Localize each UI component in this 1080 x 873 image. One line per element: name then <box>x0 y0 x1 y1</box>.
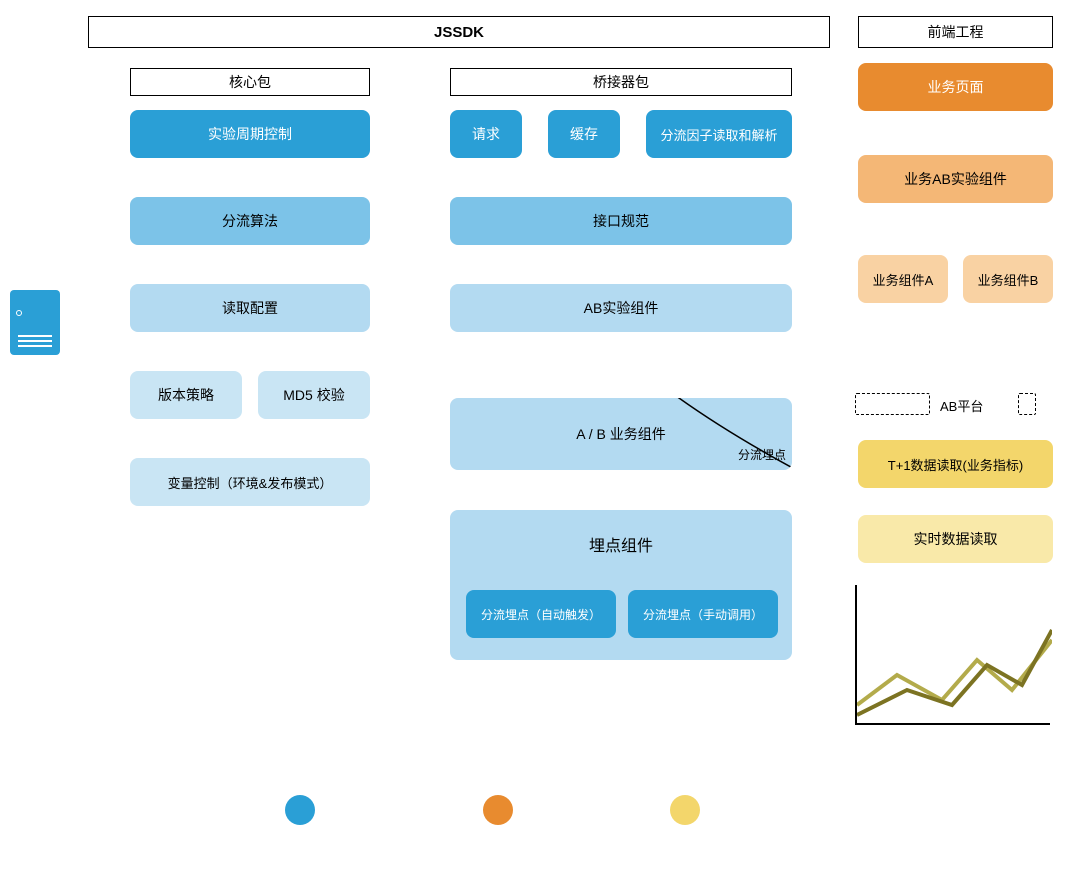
bridge-tracking-manual-label: 分流埋点（手动调用） <box>643 606 763 623</box>
bridge-tracking-auto-label: 分流埋点（自动触发） <box>481 606 601 623</box>
core-md5-check-label: MD5 校验 <box>283 385 344 405</box>
legend-dot-orange <box>483 795 513 825</box>
bridge-tracking-component-label: 埋点组件 <box>589 532 653 556</box>
legend-dot-yellow <box>670 795 700 825</box>
jssdk-header: JSSDK <box>88 16 830 48</box>
bridge-subheader: 桥接器包 <box>450 68 792 96</box>
core-exp-cycle: 实验周期控制 <box>130 110 370 158</box>
core-md5-check: MD5 校验 <box>258 371 370 419</box>
bridge-cache: 缓存 <box>548 110 620 158</box>
core-version-strategy: 版本策略 <box>130 371 242 419</box>
core-flow-algo: 分流算法 <box>130 197 370 245</box>
bridge-subheader-label: 桥接器包 <box>593 72 649 92</box>
core-exp-cycle-label: 实验周期控制 <box>208 124 292 144</box>
frontend-biz-page-label: 业务页面 <box>928 77 984 97</box>
jssdk-header-label: JSSDK <box>434 24 484 41</box>
frontend-biz-comp-a-label: 业务组件A <box>873 270 934 289</box>
ab-t1-data-label: T+1数据读取(业务指标) <box>888 455 1023 474</box>
ab-platform-label: AB平台 <box>940 396 983 415</box>
flow-point-small-label: 分流埋点 <box>738 446 786 463</box>
core-read-config-label: 读取配置 <box>222 298 278 318</box>
core-flow-algo-label: 分流算法 <box>222 211 278 231</box>
bridge-api-spec: 接口规范 <box>450 197 792 245</box>
bridge-request-label: 请求 <box>472 124 500 144</box>
legend-dot-blue <box>285 795 315 825</box>
frontend-biz-page: 业务页面 <box>858 63 1053 111</box>
frontend-biz-comp-b-label: 业务组件B <box>978 270 1039 289</box>
ab-t1-data: T+1数据读取(业务指标) <box>858 440 1053 488</box>
core-subheader-label: 核心包 <box>229 72 271 92</box>
frontend-biz-ab-component-label: 业务AB实验组件 <box>904 169 1007 189</box>
line-chart <box>855 585 1050 725</box>
bridge-api-spec-label: 接口规范 <box>593 211 649 231</box>
frontend-biz-comp-b: 业务组件B <box>963 255 1053 303</box>
bridge-factor-read-label: 分流因子读取和解析 <box>660 125 777 144</box>
bridge-tracking-manual: 分流埋点（手动调用） <box>628 590 778 638</box>
ab-realtime-data-label: 实时数据读取 <box>914 529 998 549</box>
chart-series-2 <box>857 630 1052 715</box>
frontend-header: 前端工程 <box>858 16 1053 48</box>
frontend-biz-ab-component: 业务AB实验组件 <box>858 155 1053 203</box>
bridge-ab-component: AB实验组件 <box>450 284 792 332</box>
frontend-biz-comp-a: 业务组件A <box>858 255 948 303</box>
core-var-control: 变量控制（环境&发布模式） <box>130 458 370 506</box>
bridge-request: 请求 <box>450 110 522 158</box>
core-var-control-label: 变量控制（环境&发布模式） <box>168 473 333 492</box>
chart-series-1 <box>857 640 1052 705</box>
bridge-cache-label: 缓存 <box>570 124 598 144</box>
core-subheader: 核心包 <box>130 68 370 96</box>
bridge-factor-read: 分流因子读取和解析 <box>646 110 792 158</box>
ab-realtime-data: 实时数据读取 <box>858 515 1053 563</box>
core-read-config: 读取配置 <box>130 284 370 332</box>
core-version-strategy-label: 版本策略 <box>158 385 214 405</box>
frontend-header-label: 前端工程 <box>928 22 984 42</box>
bridge-ab-component-label: AB实验组件 <box>584 298 659 318</box>
bridge-ab-biz-component: A / B 业务组件 分流埋点 <box>450 398 792 470</box>
ab-platform-dashed-right <box>1018 393 1036 415</box>
bridge-tracking-auto: 分流埋点（自动触发） <box>466 590 616 638</box>
bridge-ab-biz-component-label: A / B 业务组件 <box>576 424 665 444</box>
ab-platform-dashed <box>855 393 930 415</box>
server-icon <box>10 290 60 355</box>
